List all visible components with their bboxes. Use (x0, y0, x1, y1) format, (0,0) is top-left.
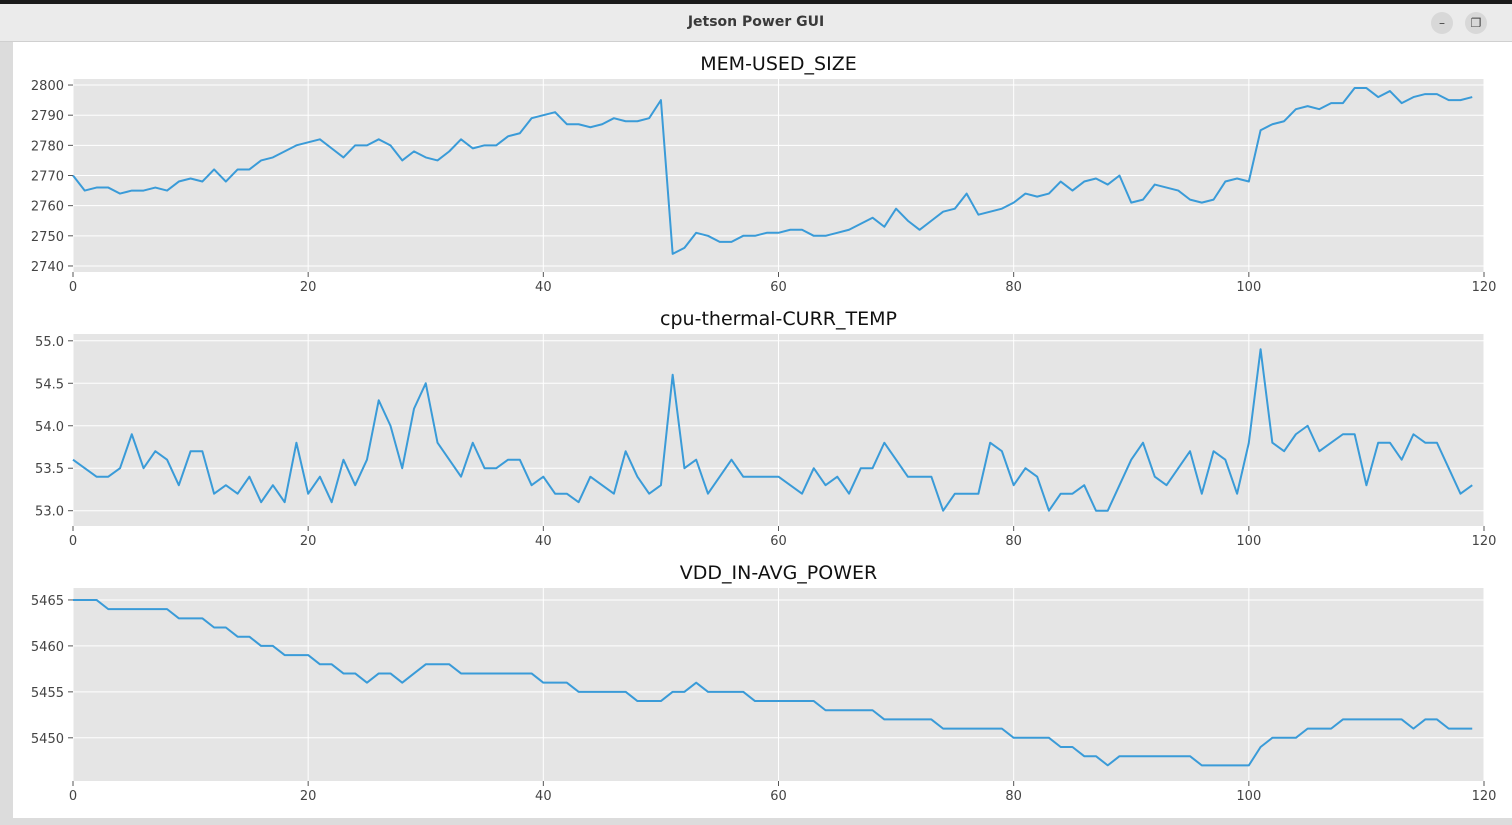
y-tick-label: 53.5 (35, 462, 64, 477)
y-tick-label: 2740 (31, 260, 64, 275)
minimize-icon: – (1439, 16, 1445, 30)
y-tick-label: 2800 (31, 79, 64, 94)
chart-title: VDD_IN-AVG_POWER (680, 562, 877, 584)
y-tick-label: 55.0 (35, 335, 64, 350)
window-title: Jetson Power GUI (687, 14, 825, 30)
x-tick-label: 120 (1472, 534, 1497, 549)
x-tick-label: 100 (1236, 534, 1261, 549)
series-line (72, 87, 1473, 255)
x-tick-label: 60 (770, 789, 787, 804)
chart-2: cpu-thermal-CURR_TEMP 0 20 40 60 80 100 120 53.0… (35, 308, 1496, 549)
x-tick-label: 0 (69, 789, 77, 804)
y-tick-label: 5455 (31, 686, 64, 701)
y-tick-label: 2770 (31, 170, 64, 185)
chart-title: MEM-USED_SIZE (700, 53, 856, 75)
chart-panel: MEM-USED_SIZE 0 20 40 60 80 100 120 2740 2750 2760… (13, 42, 1512, 818)
maximize-button[interactable]: ❐ (1465, 12, 1487, 34)
y-tick-label: 2790 (31, 109, 64, 124)
minimize-button[interactable]: – (1431, 12, 1453, 34)
x-tick-label: 0 (69, 280, 77, 295)
top-edge (0, 0, 1512, 4)
chart-1: MEM-USED_SIZE 0 20 40 60 80 100 120 2740 2750 2760… (31, 53, 1497, 295)
x-tick-label: 40 (535, 280, 552, 295)
y-tick-label: 2750 (31, 230, 64, 245)
x-tick-label: 20 (300, 789, 317, 804)
x-tick-label: 20 (300, 534, 317, 549)
y-tick-label: 5465 (31, 594, 64, 609)
x-tick-label: 80 (1005, 534, 1022, 549)
x-tick-label: 40 (535, 789, 552, 804)
charts-canvas: MEM-USED_SIZE 0 20 40 60 80 100 120 2740 2750 2760… (31, 53, 1497, 804)
window-titlebar: Jetson Power GUI – ❐ (0, 4, 1512, 42)
x-tick-label: 80 (1005, 280, 1022, 295)
y-tick-label: 53.0 (35, 505, 64, 520)
y-tick-label: 2780 (31, 139, 64, 154)
x-tick-label: 80 (1005, 789, 1022, 804)
x-tick-label: 60 (770, 534, 787, 549)
y-tick-label: 54.0 (35, 420, 64, 435)
restore-icon: ❐ (1470, 16, 1482, 30)
y-tick-label: 5450 (31, 732, 64, 747)
series-line (73, 598, 1473, 767)
y-tick-label: 5460 (31, 640, 64, 655)
x-tick-label: 100 (1236, 280, 1261, 295)
x-tick-label: 100 (1236, 789, 1261, 804)
chart-3: VDD_IN-AVG_POWER 0 20 40 60 80 100 120 5450 5455 5… (31, 562, 1497, 804)
y-tick-label: 2760 (31, 200, 64, 215)
x-tick-label: 0 (69, 534, 77, 549)
x-tick-label: 40 (535, 534, 552, 549)
x-tick-label: 60 (770, 280, 787, 295)
x-tick-label: 120 (1472, 280, 1497, 295)
y-tick-label: 54.5 (35, 377, 64, 392)
chart-title: cpu-thermal-CURR_TEMP (660, 308, 897, 330)
series-line (72, 348, 1473, 512)
x-tick-label: 20 (300, 280, 317, 295)
x-tick-label: 120 (1472, 789, 1497, 804)
